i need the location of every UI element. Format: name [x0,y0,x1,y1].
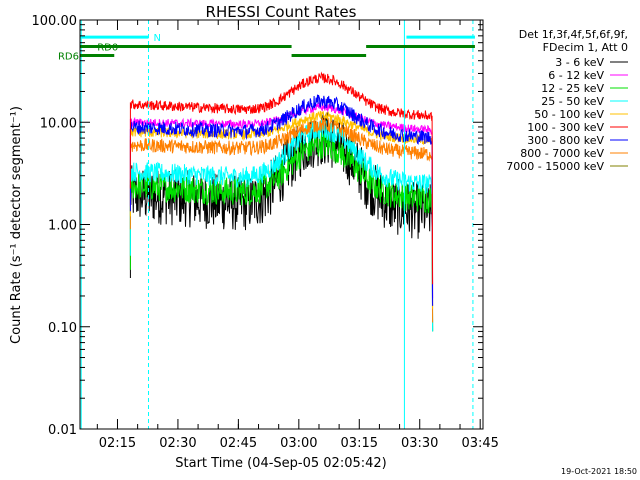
legend-entry-label: 800 - 7000 keV [520,147,604,160]
legend-entry-label: 100 - 300 keV [527,121,604,134]
legend-header-line: Det 1f,3f,4f,5f,6f,9f, [519,28,628,41]
y-axis-label: Count Rate (s⁻¹ detector segment⁻¹) [9,106,24,344]
footer-timestamp: 19-Oct-2021 18:50 [561,467,637,476]
legend-entry-label: 12 - 25 keV [541,82,604,95]
legend-entry-label: 6 - 12 keV [548,69,604,82]
legend-entry-label: 50 - 100 keV [534,108,604,121]
bar-label-rd0: RD0 [97,43,118,54]
y-tick-label: 1.00 [48,219,77,234]
axis-layer: 0.01 0.10 1.00 10.00 100.00 02:15 02:30 02:45 03… [32,14,499,451]
series-line-800-7000kev [129,117,434,323]
legend-entry-label: 3 - 6 keV [555,56,604,69]
x-tick-label: 03:45 [461,436,498,451]
x-tick-label: 03:30 [401,436,438,451]
x-tick-label: 02:15 [99,436,136,451]
series-line-300-800kev [129,94,434,306]
legend-entry-label: 300 - 800 keV [527,134,604,147]
y-tick-label: 0.10 [48,321,77,336]
x-tick-label: 03:15 [341,436,378,451]
x-axis-label: Start Time (04-Sep-05 02:05:42) [175,456,386,471]
y-tick-label: 100.00 [32,14,78,29]
y-tick-label: 0.01 [48,423,77,438]
series-line-25-50kev [129,119,434,332]
series-layer [129,71,434,332]
bar-label-n: N [154,33,161,44]
legend-entry-label: 7000 - 15000 keV [506,160,604,173]
series-line-100-300kev [129,71,434,285]
y-tick-label: 10.00 [40,116,77,131]
x-tick-label: 02:45 [220,436,257,451]
bar-label-rd6: RD6 [58,51,79,62]
series-line-3-6kev [129,112,434,332]
overlay-layer: N RD0 RD6 [58,20,475,429]
plot-frame [79,19,484,430]
x-tick-label: 02:30 [159,436,196,451]
legend-header-line: FDecim 1, Att 0 [543,41,628,54]
series-line-6-12kev [129,102,434,299]
chart-title: RHESSI Count Rates [206,3,357,21]
legend-entry-label: 25 - 50 keV [541,95,604,108]
legend: Det 1f,3f,4f,5f,6f,9f,FDecim 1, Att 0 3 -… [506,28,628,173]
x-tick-label: 03:00 [280,436,317,451]
